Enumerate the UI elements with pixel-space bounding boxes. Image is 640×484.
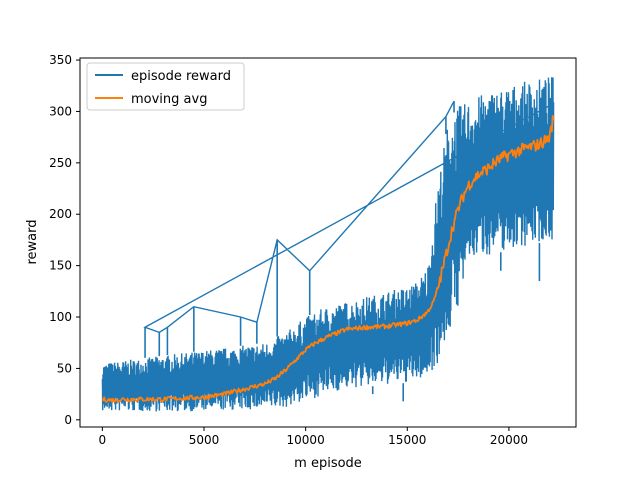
y-tick-label-5: 250 (49, 156, 72, 170)
y-tick-label-7: 350 (49, 53, 72, 67)
y-tick-label-1: 50 (57, 361, 72, 375)
legend-frame (86, 62, 245, 111)
y-tick-label-3: 150 (49, 259, 72, 273)
series-moving-avg (101, 115, 555, 404)
axes-layer: 0 5000 10000 15000 20000 0 50 100 150 200 250 300 35… (49, 53, 577, 447)
legend: episode reward moving avg (86, 62, 245, 111)
x-tick-label-4: 20000 (490, 433, 528, 447)
y-axis-label: reward (25, 219, 40, 264)
x-tick-label-2: 10000 (287, 433, 325, 447)
x-tick-label-0: 0 (99, 433, 107, 447)
legend-label-moving-avg: moving avg (131, 92, 207, 107)
x-axis-label: m episode (294, 456, 362, 471)
x-tick-label-1: 5000 (189, 433, 220, 447)
y-tick-label-0: 0 (64, 413, 72, 427)
y-tick-label-2: 100 (49, 310, 72, 324)
legend-label-episode-reward: episode reward (131, 69, 231, 84)
y-tick-label-6: 300 (49, 104, 72, 118)
series-layer (101, 77, 555, 412)
series-episode-reward (101, 77, 555, 412)
x-tick-label-3: 15000 (388, 433, 426, 447)
axes-frame (79, 57, 577, 428)
y-tick-label-4: 200 (49, 207, 72, 221)
